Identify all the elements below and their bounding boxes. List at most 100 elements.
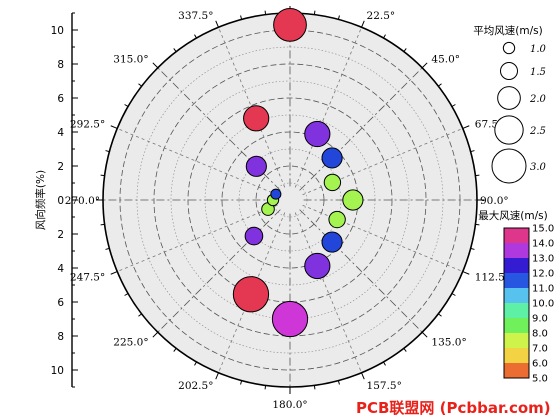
frame-tick	[215, 20, 219, 28]
frame-tick	[105, 150, 110, 153]
size-legend-bubble	[494, 115, 524, 145]
major-grid-ring	[187, 97, 393, 303]
frame-tick	[470, 150, 475, 153]
data-point	[304, 120, 331, 148]
frame-tick	[462, 125, 470, 129]
color-legend-swatch	[504, 273, 529, 289]
data-point	[244, 226, 264, 246]
frame-tick	[337, 15, 340, 20]
color-legend-label: 9.0	[532, 314, 548, 325]
grid-spoke	[294, 212, 362, 373]
frame-tick	[173, 348, 177, 352]
frame-tick	[383, 34, 386, 39]
y-axis-label: 风向频率(%)	[34, 170, 47, 230]
angle-label: 270.0°	[65, 195, 100, 207]
color-legend-swatch	[504, 243, 529, 259]
angle-label: 135.0°	[431, 336, 466, 348]
size-legend-bubble	[491, 148, 527, 184]
color-legend-label: 13.0	[532, 254, 554, 265]
angle-label: 90.0°	[480, 195, 509, 207]
frame-tick	[313, 10, 316, 15]
frame-tick	[194, 361, 197, 366]
color-legend-swatch	[504, 258, 529, 274]
color-legend-swatch	[504, 288, 529, 304]
frame-tick	[475, 223, 480, 226]
frame-tick	[152, 62, 159, 69]
size-legend-label: 2.5	[529, 126, 546, 137]
color-legend-swatch	[504, 333, 529, 349]
radial-tick-label: 10	[51, 25, 64, 37]
radial-tick-label: 8	[57, 331, 64, 343]
angle-label: 0.0°	[279, 0, 301, 1]
data-point	[321, 231, 343, 253]
frame-tick	[264, 10, 267, 15]
frame-tick	[470, 247, 475, 250]
data-point	[321, 147, 343, 169]
size-legend-title: 平均风速(m/s)	[473, 25, 542, 37]
color-legend: 最大风速(m/s) 15.0 14.0 13.0 12.0 11.0 10.0 9.0 8.0 7…	[478, 209, 554, 385]
frame-tick	[451, 104, 456, 107]
grid-spoke	[302, 128, 463, 196]
frame-tick	[264, 385, 267, 390]
data-point	[271, 300, 309, 338]
frame-tick	[475, 174, 480, 177]
color-legend-label: 7.0	[532, 344, 548, 355]
frame-tick	[403, 348, 407, 352]
frame-tick	[240, 15, 243, 20]
frame-tick	[361, 20, 365, 28]
size-legend-label: 2.0	[529, 94, 547, 105]
size-legend-bubble	[499, 61, 519, 81]
polar-plot: 0.0°22.5°45.0°67.5°90.0°112.5°135.0°157.…	[65, 0, 510, 411]
frame-tick	[403, 48, 407, 52]
data-point	[304, 252, 331, 280]
frame-tick	[421, 331, 428, 338]
frame-tick	[215, 372, 219, 380]
frame-tick	[138, 313, 142, 317]
radial-tick-label: 10	[51, 365, 64, 377]
color-legend-label: 5.0	[532, 374, 548, 385]
radial-tick-label: 2	[57, 161, 64, 173]
angle-label: 247.5°	[70, 272, 105, 284]
color-legend-swatch	[504, 228, 529, 244]
frame-tick	[337, 380, 340, 385]
frame-tick	[438, 313, 442, 317]
color-legend-label: 6.0	[532, 359, 548, 370]
major-grid-ring	[153, 63, 427, 337]
size-legend-label: 1.5	[530, 67, 546, 78]
color-legend-label: 14.0	[532, 239, 554, 250]
radial-tick-label: 4	[57, 263, 64, 275]
grid-spoke	[299, 209, 423, 333]
color-legend-label: 15.0	[532, 224, 554, 235]
radial-tick-label: 6	[57, 297, 64, 309]
color-legend-label: 10.0	[532, 299, 554, 310]
data-point	[232, 276, 270, 313]
frame-tick	[240, 380, 243, 385]
angle-label: 337.5°	[178, 10, 213, 22]
frame-tick	[462, 271, 470, 275]
radial-tick-label: 8	[57, 59, 64, 71]
radial-tick-label: 0	[57, 195, 64, 207]
size-legend-bubble	[502, 41, 516, 55]
frame-tick	[152, 331, 159, 338]
frame-tick	[124, 293, 129, 296]
frame-tick	[313, 385, 316, 390]
angle-label: 292.5°	[70, 118, 105, 130]
size-legend-label: 3.0	[530, 162, 547, 173]
frame-tick	[421, 62, 428, 69]
color-legend-label: 11.0	[532, 284, 554, 295]
data-point	[273, 8, 307, 42]
frame-tick	[438, 83, 442, 87]
color-legend-frame	[503, 227, 530, 379]
data-point	[245, 155, 267, 177]
angle-label: 112.5°	[475, 272, 510, 284]
frame-tick	[173, 48, 177, 52]
frame-tick	[383, 361, 386, 366]
grid-spoke	[299, 67, 423, 191]
radial-tick-label: 2	[57, 229, 64, 241]
color-legend-swatch	[504, 303, 529, 319]
color-legend-label: 8.0	[532, 329, 548, 340]
frame-tick	[110, 271, 118, 275]
frame-tick	[110, 125, 118, 129]
radial-tick-label: 6	[57, 93, 64, 105]
